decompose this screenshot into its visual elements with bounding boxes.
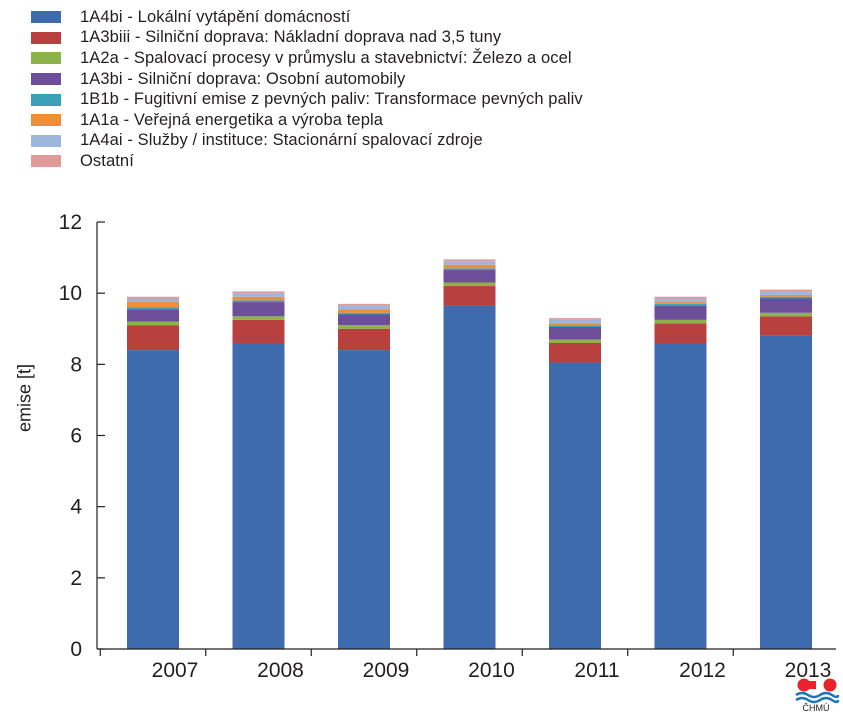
x-tick-label: 2012: [679, 659, 726, 682]
bar-segment: [654, 298, 707, 303]
bar-segment: [232, 342, 285, 649]
y-tick-label: 8: [70, 353, 82, 376]
y-tick-label: 12: [59, 211, 82, 234]
bar-segment: [760, 298, 812, 313]
x-tick-label: 2009: [363, 659, 410, 682]
bar-segment: [338, 309, 390, 313]
bar-segment: [338, 303, 390, 306]
legend-item: Ostatní: [31, 151, 583, 172]
legend-swatch: [31, 134, 61, 147]
y-tick-label: 0: [70, 638, 82, 661]
bar-segment: [443, 305, 496, 649]
bar-segment: [443, 261, 496, 265]
bar-segment: [654, 302, 707, 304]
x-tick-label: 2013: [785, 659, 832, 682]
bar-segment: [549, 342, 601, 363]
bar-segment: [127, 350, 179, 649]
bar-segment: [549, 323, 601, 326]
bar-segment: [127, 296, 179, 299]
bar-segment: [549, 319, 601, 324]
bar-segment: [549, 318, 601, 320]
bar-segment: [760, 289, 812, 292]
bar-segment: [232, 300, 285, 303]
y-tick-label: 4: [70, 496, 82, 519]
bar-segment: [127, 321, 179, 326]
legend-item: 1A2a - Spalovací procesy v průmyslu a st…: [31, 48, 583, 69]
bar-segment: [127, 325, 179, 351]
legend-swatch: [31, 11, 61, 24]
x-tick-label: 2011: [574, 659, 619, 682]
bar-segment: [760, 335, 812, 649]
bar-segment: [443, 270, 496, 283]
bar-segment: [760, 294, 812, 297]
bar-segment: [654, 323, 707, 343]
bar-segment: [232, 293, 285, 297]
legend-swatch: [31, 31, 61, 44]
bar-segment: [760, 316, 812, 336]
legend-item: 1A4bi - Lokální vytápění domácností: [31, 7, 583, 28]
svg-text:ČHMÚ: ČHMÚ: [803, 703, 830, 712]
bar-segment: [232, 296, 285, 301]
legend-swatch: [31, 93, 61, 106]
bar-segment: [338, 305, 390, 310]
legend-item: 1A3biii - Silniční doprava: Nákladní dop…: [31, 28, 583, 49]
x-tick-label: 2010: [468, 659, 515, 682]
legend-swatch: [31, 155, 61, 168]
legend-item: 1B1b - Fugitivní emise z pevných paliv: …: [31, 89, 583, 110]
legend-swatch: [31, 52, 61, 65]
bar-segment: [443, 286, 496, 306]
bar-segment: [760, 312, 812, 317]
bar-segment: [232, 316, 285, 320]
bar-segment: [760, 291, 812, 295]
x-tick-label: 2007: [152, 659, 199, 682]
legend-label: 1A4ai - Služby / instituce: Stacionární …: [80, 131, 483, 150]
bar-segment: [549, 326, 601, 340]
bar-segment: [338, 314, 390, 326]
y-tick-label: 6: [70, 425, 82, 448]
bar-segment: [338, 328, 390, 351]
legend-label: Ostatní: [80, 151, 134, 170]
bar-segment: [338, 350, 390, 649]
bar-segment: [654, 303, 707, 306]
legend: 1A4bi - Lokální vytápění domácností 1A3bi…: [31, 7, 583, 172]
bar-segment: [443, 259, 496, 262]
bar-segment: [127, 298, 179, 303]
bar-segment: [654, 319, 707, 324]
bar-segment: [549, 362, 601, 649]
bar-segment: [232, 302, 285, 317]
legend-label: 1A3biii - Silniční doprava: Nákladní dop…: [80, 28, 502, 47]
legend-label: 1A1a - Veřejná energetika a výroba tepla: [80, 110, 384, 129]
bar-segment: [654, 305, 707, 320]
bar-segment: [549, 339, 601, 343]
bar-segment: [654, 342, 707, 649]
bar-segment: [338, 325, 390, 329]
bar-segment: [443, 268, 496, 271]
bar-segment: [127, 307, 179, 310]
bar-segment: [338, 312, 390, 315]
legend-label: 1A2a - Spalovací procesy v průmyslu a st…: [80, 48, 572, 67]
x-tick-label: 2008: [257, 659, 304, 682]
bar-segment: [127, 309, 179, 322]
legend-swatch: [31, 73, 61, 86]
legend-item: 1A3bi - Silniční doprava: Osobní automob…: [31, 69, 583, 90]
bar-segment: [443, 282, 496, 287]
legend-label: 1A4bi - Lokální vytápění domácností: [80, 7, 351, 26]
bar-segment: [760, 296, 812, 299]
bar-segment: [654, 296, 707, 299]
legend-item: 1A1a - Veřejná energetika a výroba tepla: [31, 110, 583, 131]
y-tick-label: 10: [59, 282, 82, 305]
bar-segment: [549, 325, 601, 327]
legend-swatch: [31, 114, 61, 127]
legend-label: 1A3bi - Silniční doprava: Osobní automob…: [80, 69, 406, 88]
y-tick-label: 2: [70, 567, 82, 590]
bar-segment: [127, 302, 179, 308]
bar-segment: [443, 264, 496, 269]
chmu-logo: ČHMÚ: [795, 678, 840, 712]
legend-label: 1B1b - Fugitivní emise z pevných paliv: …: [80, 90, 583, 109]
y-axis-label: emise [t]: [14, 363, 35, 433]
bar-segment: [232, 319, 285, 343]
legend-item: 1A4ai - Služby / instituce: Stacionární …: [31, 131, 583, 152]
bar-segment: [232, 291, 285, 294]
